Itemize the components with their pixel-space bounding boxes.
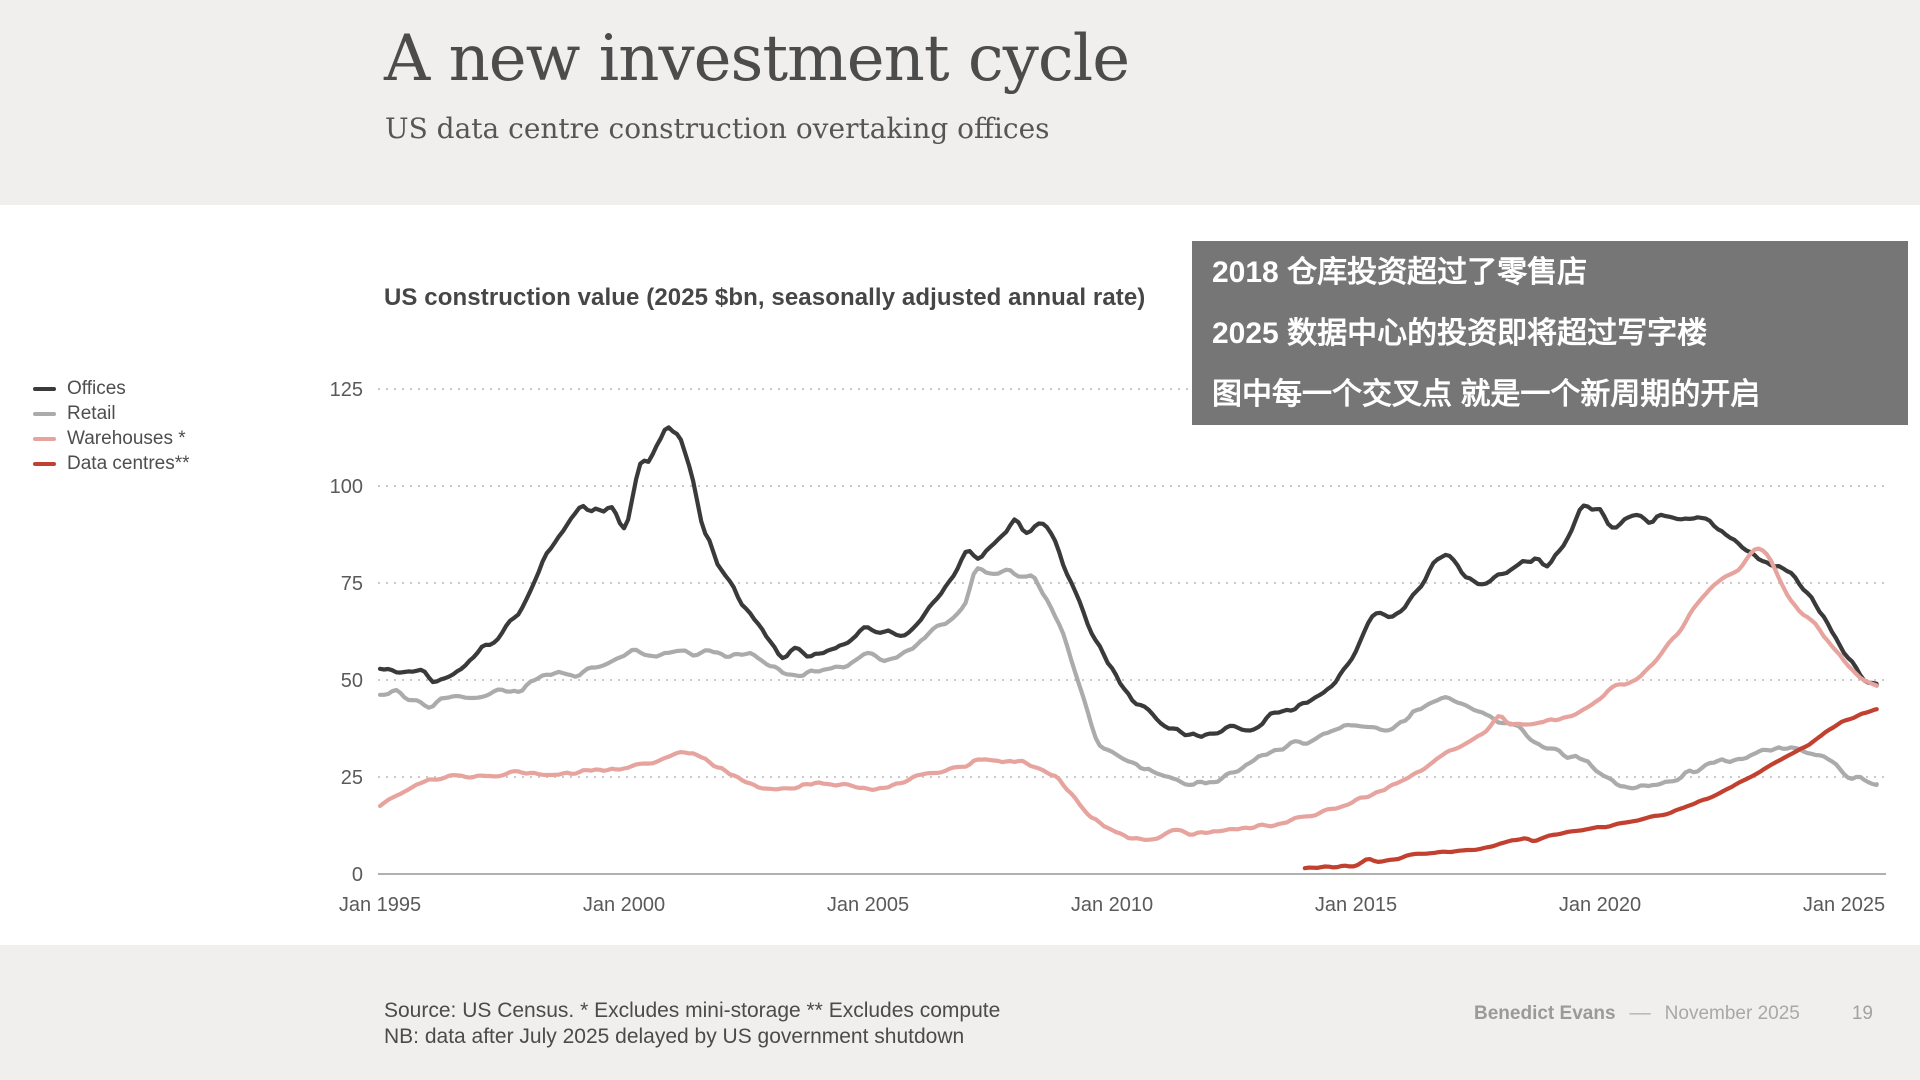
legend-label: Offices — [67, 377, 126, 399]
y-axis-label: 100 — [330, 476, 363, 498]
annotation-line-2: 2025 数据中心的投资即将超过写字楼 — [1212, 317, 1708, 350]
legend-item-warehouses: Warehouses * — [33, 426, 190, 451]
x-axis-labels: Jan 1995 Jan 2000 Jan 2005 Jan 2010 Jan 2015… — [339, 894, 1885, 916]
source-note: Source: US Census. * Excludes mini-stora… — [384, 998, 1000, 1050]
legend-swatch-icon — [33, 411, 56, 416]
x-axis-label: Jan 2005 — [827, 894, 909, 916]
chart-title: US construction value (2025 $bn, seasona… — [384, 284, 1146, 311]
x-axis-label: Jan 2015 — [1315, 894, 1397, 916]
y-axis-label: 0 — [352, 864, 363, 886]
legend-label: Warehouses * — [67, 427, 186, 449]
x-axis-label: Jan 1995 — [339, 894, 421, 916]
header-strip: A new investment cycle US data centre co… — [0, 0, 1920, 205]
series-line-warehouses — [377, 546, 1879, 842]
legend-item-data-centres: Data centres** — [33, 451, 190, 476]
credit-date: November 2025 — [1664, 1003, 1800, 1024]
slide-subtitle: US data centre construction overtaking o… — [385, 112, 1050, 145]
y-axis-label: 25 — [341, 767, 363, 789]
annotation-line-3: 图中每一个交叉点 就是一个新周期的开启 — [1212, 378, 1761, 411]
annotation-box: 2018 仓库投资超过了零售店 2025 数据中心的投资即将超过写字楼图中每一个交… — [1192, 241, 1908, 425]
credit-author: Benedict Evans — [1474, 1003, 1616, 1024]
x-axis-label: Jan 2010 — [1071, 894, 1153, 916]
legend-item-offices: Offices — [33, 376, 190, 401]
legend-swatch-icon — [33, 461, 56, 466]
source-line-2: NB: data after July 2025 delayed by US g… — [384, 1025, 965, 1048]
y-axis-labels: 0 25 50 75 100 125 — [330, 379, 363, 886]
legend-label: Data centres** — [67, 452, 190, 474]
y-axis-label: 75 — [341, 573, 363, 595]
y-axis-label: 50 — [341, 670, 363, 692]
source-line-1: Source: US Census. * Excludes mini-stora… — [384, 999, 1001, 1022]
annotation-line-1: 2018 仓库投资超过了零售店 — [1212, 256, 1588, 289]
gridlines — [378, 388, 1884, 778]
series-line-retail — [377, 566, 1879, 791]
credit-separator: –– — [1629, 1003, 1651, 1024]
x-axis-label: Jan 2025 — [1803, 894, 1885, 916]
legend-swatch-icon — [33, 386, 56, 391]
legend-item-retail: Retail — [33, 401, 190, 426]
legend-swatch-icon — [33, 436, 56, 441]
credit-line: Benedict Evans –– November 2025 19 — [1474, 1003, 1873, 1025]
x-axis-label: Jan 2000 — [583, 894, 665, 916]
series-line-data-centres — [1302, 707, 1879, 871]
x-axis-label: Jan 2020 — [1559, 894, 1641, 916]
legend-label: Retail — [67, 402, 116, 424]
series-line-offices — [377, 425, 1879, 739]
footer-strip — [0, 945, 1920, 1080]
y-axis-label: 125 — [330, 379, 363, 401]
chart-legend: Offices Retail Warehouses * Data centres** — [33, 376, 190, 476]
page-number: 19 — [1851, 1003, 1873, 1024]
slide-title: A new investment cycle — [384, 22, 1130, 96]
